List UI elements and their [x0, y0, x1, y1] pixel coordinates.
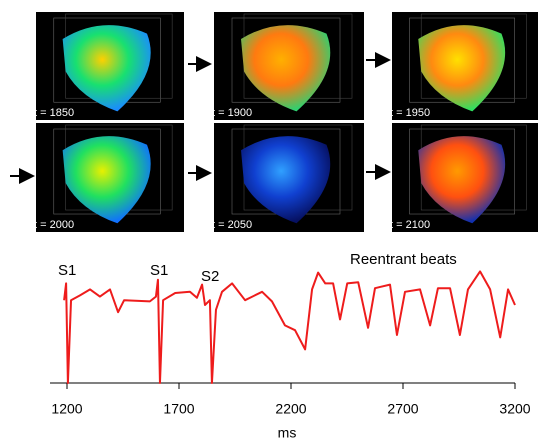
- x-axis-label: ms: [278, 425, 297, 441]
- panel-label: t = 1900: [212, 107, 252, 119]
- heart-render: [241, 136, 331, 224]
- heart-render: [62, 25, 151, 112]
- x-tick-label: 2200: [275, 401, 306, 417]
- heart-render: [241, 25, 331, 112]
- annotation: S2: [201, 268, 219, 285]
- x-tick-label: 2700: [387, 401, 418, 417]
- heart-render: [62, 136, 151, 224]
- annotation: S1: [150, 262, 168, 279]
- annotation: Reentrant beats: [350, 251, 457, 268]
- annotation: S1: [58, 262, 76, 279]
- x-tick-label: 1700: [163, 401, 194, 417]
- panel-label: t = 1950: [390, 107, 430, 119]
- heart-render: [418, 25, 506, 112]
- x-tick-label: 3200: [499, 401, 530, 417]
- panel-label: t = 1850: [34, 107, 74, 119]
- panel-label: t = 2000: [34, 219, 74, 231]
- heart-render: [418, 136, 506, 224]
- x-tick-label: 1200: [51, 401, 82, 417]
- trace: [63, 270, 516, 384]
- panel-label: t = 2050: [212, 219, 252, 231]
- panel-label: t = 2100: [390, 219, 430, 231]
